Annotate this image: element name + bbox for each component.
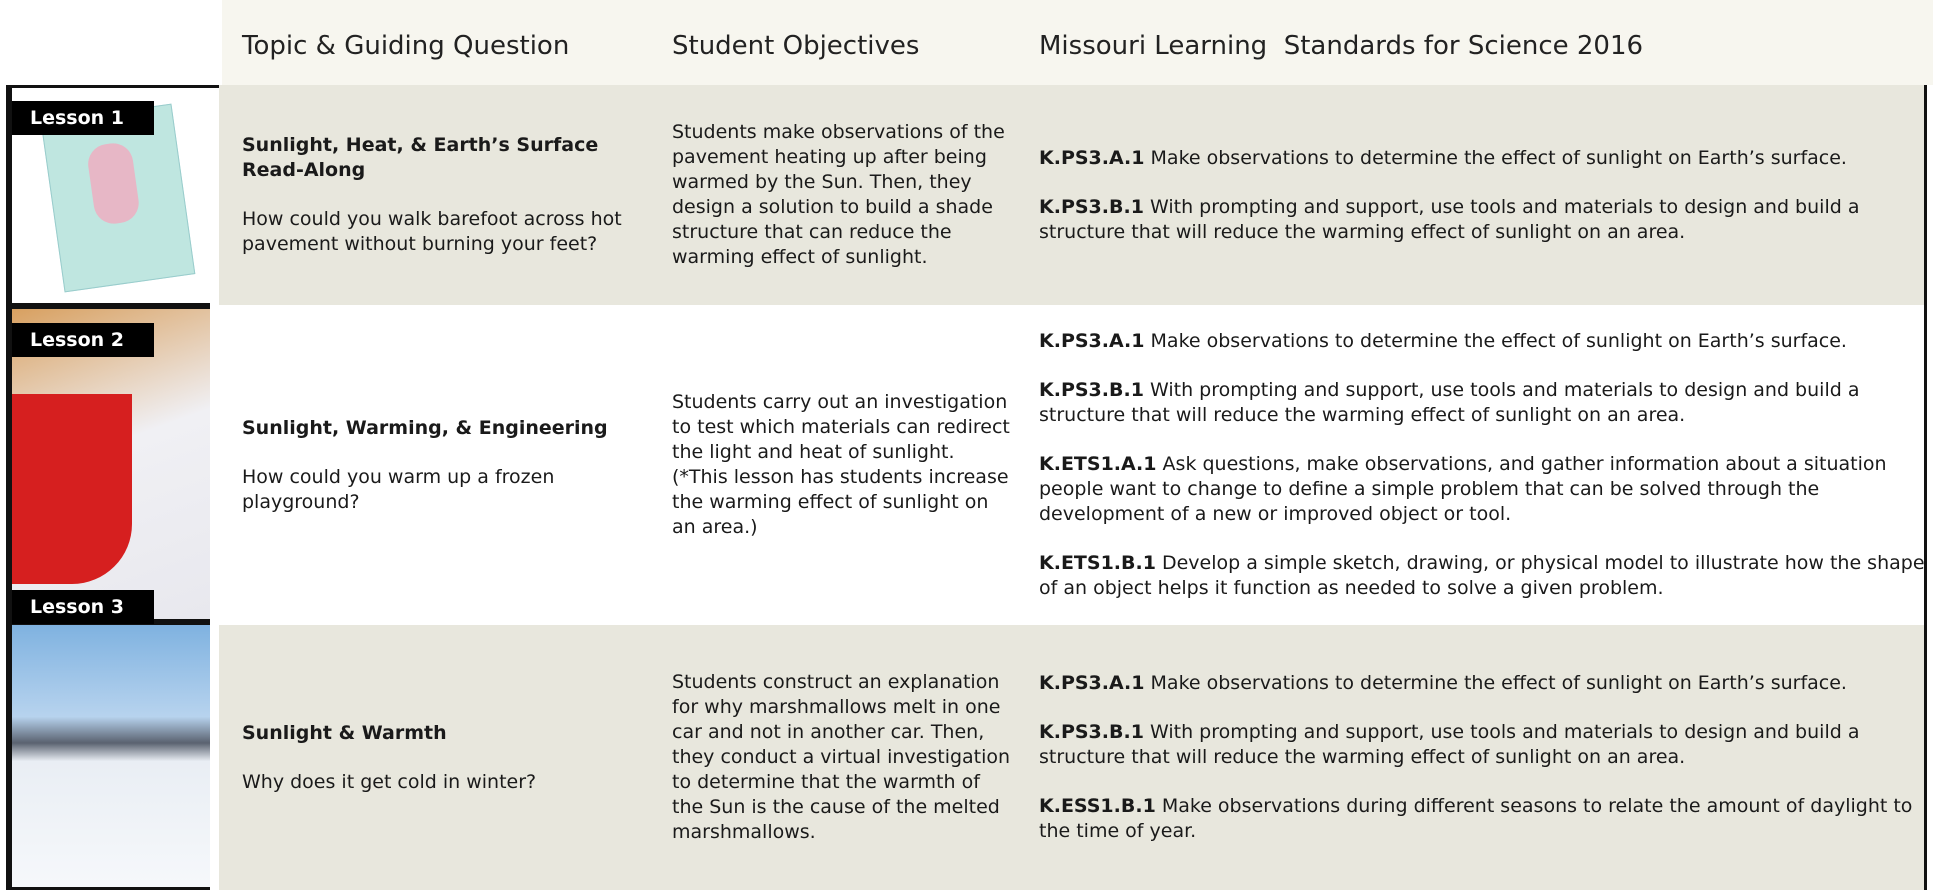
guiding-question: Why does it get cold in winter? (242, 770, 537, 793)
standard-code: K.PS3.A.1 (1039, 330, 1145, 352)
lesson-image (12, 625, 210, 887)
standard: K.PS3.B.1 With prompting and support, us… (1039, 378, 1929, 428)
lesson-label: Lesson 1 (12, 101, 154, 135)
standard-text: Make observations during different seaso… (1039, 795, 1913, 842)
standard-text: With prompting and support, use tools an… (1039, 379, 1860, 426)
topic-cell: Sunlight & Warmth Why does it get cold in… (242, 625, 642, 890)
column-header: Missouri Learning Standards for Science … (1039, 31, 1644, 61)
standard: K.PS3.A.1 Make observations to determine… (1039, 671, 1929, 696)
lesson-label: Lesson 3 (12, 590, 154, 624)
standard-code: K.ESS1.B.1 (1039, 795, 1156, 817)
column-header: Topic & Guiding Question (242, 31, 570, 61)
standard: K.PS3.B.1 With prompting and support, us… (1039, 195, 1929, 245)
objectives-cell: Students construct an explanation for wh… (672, 625, 1012, 890)
illustration (85, 140, 142, 227)
standard-code: K.PS3.B.1 (1039, 195, 1144, 218)
standard-text: Make observations to determine the effec… (1150, 672, 1847, 694)
standards-cell: K.PS3.A.1 Make observations to determine… (1039, 85, 1929, 305)
topic-title: Sunlight & Warmth (242, 721, 447, 744)
standard-code: K.PS3.B.1 (1039, 721, 1144, 743)
topic-title: Sunlight, Heat, & Earth’s Surface Read-A… (242, 134, 599, 181)
guiding-question: How could you warm up a frozen playgroun… (242, 465, 555, 513)
standard: K.ESS1.B.1 Make observations during diff… (1039, 794, 1929, 844)
lesson-row: Sunlight, Heat, & Earth’s Surface Read-A… (219, 85, 1924, 305)
standard: K.PS3.B.1 With prompting and support, us… (1039, 720, 1929, 770)
standard-text: With prompting and support, use tools an… (1039, 721, 1860, 768)
lesson-row: Sunlight, Warming, & Engineering How coul… (219, 305, 1925, 625)
standard-text: Ask questions, make observations, and ga… (1039, 453, 1887, 525)
standard-code: K.ETS1.A.1 (1039, 453, 1157, 475)
standard-code: K.PS3.B.1 (1039, 379, 1144, 401)
standard: K.PS3.A.1 Make observations to determine… (1039, 146, 1929, 171)
standard-code: K.ETS1.B.1 (1039, 552, 1156, 574)
standard: K.ETS1.A.1 Ask questions, make observati… (1039, 452, 1929, 527)
lesson-row: Sunlight & Warmth Why does it get cold in… (219, 625, 1924, 890)
standard-text: With prompting and support, use tools an… (1039, 195, 1860, 243)
standard-text: Make observations to determine the effec… (1150, 146, 1847, 169)
standard-code: K.PS3.A.1 (1039, 146, 1145, 169)
lesson-label: Lesson 2 (12, 323, 154, 357)
topic-title: Sunlight, Warming, & Engineering (242, 416, 608, 439)
objectives-cell: Students carry out an investigation to t… (672, 305, 1012, 625)
standard: K.PS3.A.1 Make observations to determine… (1039, 329, 1929, 354)
objectives-text: Students make observations of the paveme… (672, 121, 1005, 268)
standard-text: Make observations to determine the effec… (1150, 330, 1847, 352)
column-header: Student Objectives (672, 31, 920, 61)
lessons-table: Sunlight, Heat, & Earth’s Surface Read-A… (6, 85, 1927, 890)
slide (12, 394, 132, 584)
table-header: Topic & Guiding Question Student Objecti… (222, 0, 1933, 85)
standards-cell: K.PS3.A.1 Make observations to determine… (1039, 625, 1929, 890)
standards-cell: K.PS3.A.1 Make observations to determine… (1039, 305, 1929, 625)
topic-cell: Sunlight, Heat, & Earth’s Surface Read-A… (242, 85, 642, 305)
objectives-cell: Students make observations of the paveme… (672, 85, 1012, 305)
objectives-text: Students construct an explanation for wh… (672, 671, 1011, 843)
standard-text: Develop a simple sketch, drawing, or phy… (1039, 552, 1925, 599)
lesson-image (12, 309, 210, 619)
standard-code: K.PS3.A.1 (1039, 672, 1145, 694)
lesson-images: Lesson 1 Lesson 2 Lesson 3 (6, 85, 210, 890)
topic-cell: Sunlight, Warming, & Engineering How coul… (242, 305, 642, 625)
objectives-text: Students carry out an investigation to t… (672, 391, 1010, 538)
standard: K.ETS1.B.1 Develop a simple sketch, draw… (1039, 551, 1929, 601)
guiding-question: How could you walk barefoot across hot p… (242, 208, 622, 255)
